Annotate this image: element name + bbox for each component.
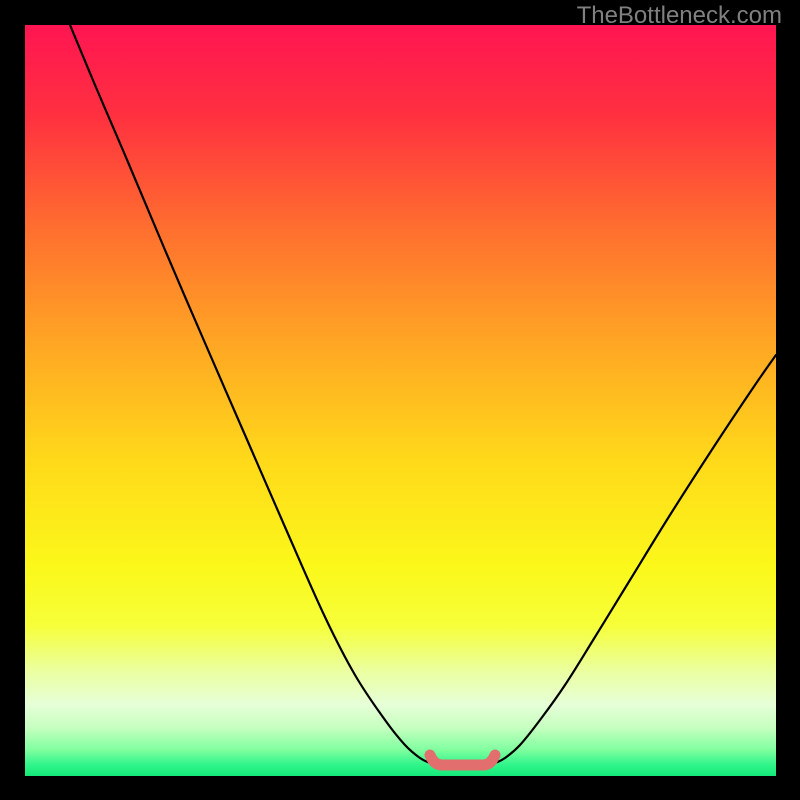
curve-layer xyxy=(25,25,776,776)
plot-area xyxy=(25,25,776,776)
flat-bottom-segment xyxy=(430,755,495,765)
chart-frame: TheBottleneck.com xyxy=(0,0,800,800)
watermark-text: TheBottleneck.com xyxy=(577,2,782,30)
curve-left-branch xyxy=(70,25,430,763)
curve-right-branch xyxy=(495,355,776,763)
